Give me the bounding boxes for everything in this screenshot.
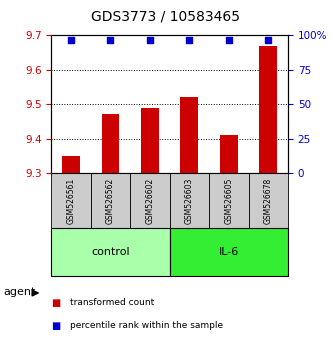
Text: GSM526561: GSM526561 bbox=[67, 177, 75, 224]
Bar bbox=[130, 173, 169, 228]
Bar bbox=[62, 156, 80, 173]
Bar bbox=[169, 173, 209, 228]
Text: control: control bbox=[91, 247, 130, 257]
Text: GSM526678: GSM526678 bbox=[264, 177, 273, 224]
Text: transformed count: transformed count bbox=[70, 298, 154, 307]
Point bbox=[265, 37, 271, 42]
Bar bbox=[141, 108, 159, 173]
Text: GDS3773 / 10583465: GDS3773 / 10583465 bbox=[91, 9, 240, 23]
Point bbox=[226, 37, 231, 42]
Bar bbox=[220, 135, 238, 173]
Bar bbox=[91, 173, 130, 228]
Bar bbox=[51, 173, 91, 228]
Bar bbox=[180, 97, 198, 173]
Text: ■: ■ bbox=[51, 321, 61, 331]
Bar bbox=[169, 228, 288, 276]
Text: GSM526603: GSM526603 bbox=[185, 177, 194, 224]
Bar bbox=[102, 114, 119, 173]
Point bbox=[187, 37, 192, 42]
Point bbox=[108, 37, 113, 42]
Bar bbox=[51, 228, 169, 276]
Bar bbox=[260, 46, 277, 173]
Point bbox=[69, 37, 74, 42]
Text: GSM526562: GSM526562 bbox=[106, 177, 115, 224]
Text: percentile rank within the sample: percentile rank within the sample bbox=[70, 321, 223, 330]
Bar bbox=[209, 173, 249, 228]
Text: GSM526602: GSM526602 bbox=[145, 177, 155, 224]
Point bbox=[147, 37, 153, 42]
Text: IL-6: IL-6 bbox=[219, 247, 239, 257]
Bar bbox=[249, 173, 288, 228]
Text: GSM526605: GSM526605 bbox=[224, 177, 233, 224]
Text: ■: ■ bbox=[51, 298, 61, 308]
Text: agent: agent bbox=[3, 287, 36, 297]
